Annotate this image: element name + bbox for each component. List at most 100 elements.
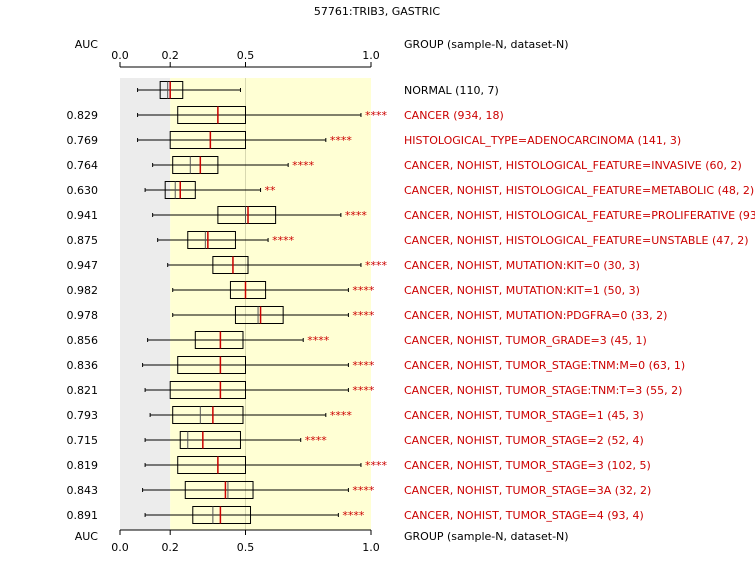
box-row: 0.978 **** CANCER, NOHIST, MUTATION:PDGFRA…: [67, 306, 667, 324]
auc-value: 0.978: [67, 309, 99, 322]
box-row: NORMAL (110, 7): [137, 81, 499, 99]
group-label: CANCER, NOHIST, HISTOLOGICAL_FEATURE=PRO…: [404, 209, 755, 222]
auc-value: 0.821: [67, 384, 99, 397]
auc-value: 0.793: [67, 409, 99, 422]
iqr-box: [212, 256, 249, 274]
group-label: CANCER, NOHIST, TUMOR_STAGE=2 (52, 4): [404, 434, 644, 447]
significance-stars: ****: [330, 409, 353, 422]
significance-stars: ****: [352, 484, 375, 497]
significance-stars: ****: [352, 309, 375, 322]
iqr-box: [177, 356, 246, 374]
shaded-band-0: [120, 78, 171, 530]
auc-value: 0.715: [67, 434, 99, 447]
significance-stars: ****: [365, 259, 388, 272]
group-label: CANCER, NOHIST, TUMOR_STAGE=4 (93, 4): [404, 509, 644, 522]
significance-stars: ****: [272, 234, 295, 247]
box-row: 0.793 **** CANCER, NOHIST, TUMOR_STAGE=1 (…: [67, 406, 644, 424]
box-row: 0.819 **** CANCER, NOHIST, TUMOR_STAGE=3 (…: [67, 456, 651, 474]
group-header-bottom: GROUP (sample-N, dataset-N): [404, 530, 569, 543]
box-row: 0.829 **** CANCER (934, 18): [67, 106, 504, 124]
group-label: CANCER, NOHIST, MUTATION:PDGFRA=0 (33, 2…: [404, 309, 667, 322]
box-row: 0.856 **** CANCER, NOHIST, TUMOR_GRADE=3 (…: [67, 331, 647, 349]
iqr-box: [192, 506, 252, 524]
box-row: 0.821 **** CANCER, NOHIST, TUMOR_STAGE:TNM…: [67, 381, 682, 399]
auc-value: 0.819: [67, 459, 99, 472]
x-axis-bottom: 0.0 0.2 0.5 1.0: [111, 529, 380, 554]
iqr-box: [172, 156, 219, 174]
box-row: 0.891 **** CANCER, NOHIST, TUMOR_STAGE=4 (…: [67, 506, 644, 524]
iqr-box: [187, 231, 236, 249]
auc-value: 0.941: [67, 209, 99, 222]
auc-header-top: AUC: [75, 38, 99, 51]
significance-stars: ****: [342, 509, 365, 522]
bottom-tick-label-0: 0.0: [111, 541, 129, 554]
iqr-box: [169, 381, 246, 399]
group-label: CANCER, NOHIST, TUMOR_STAGE=1 (45, 3): [404, 409, 644, 422]
group-label: CANCER, NOHIST, MUTATION:KIT=1 (50, 3): [404, 284, 640, 297]
shaded-band-1: [170, 78, 371, 530]
significance-stars: ****: [352, 284, 375, 297]
top-tick-label-0: 0.0: [111, 49, 129, 62]
iqr-box: [179, 431, 241, 449]
group-label: CANCER, NOHIST, HISTOLOGICAL_FEATURE=INV…: [404, 159, 742, 172]
iqr-box: [172, 406, 244, 424]
box-row: 0.836 **** CANCER, NOHIST, TUMOR_STAGE:TNM…: [67, 356, 685, 374]
significance-stars: ****: [305, 434, 328, 447]
significance-stars: ****: [345, 209, 368, 222]
iqr-box: [194, 331, 244, 349]
auc-value: 0.875: [67, 234, 99, 247]
iqr-box: [217, 206, 277, 224]
significance-stars: ****: [365, 459, 388, 472]
auc-value: 0.843: [67, 484, 99, 497]
x-axis-top: 0.0 0.2 0.5 1.0: [111, 49, 380, 68]
chart-title: 57761:TRIB3, GASTRIC: [314, 5, 440, 18]
group-label: CANCER, NOHIST, TUMOR_STAGE:TNM:T=3 (55,…: [404, 384, 682, 397]
auc-value: 0.947: [67, 259, 99, 272]
box-row: 0.630 ** CANCER, NOHIST, HISTOLOGICAL_FEAT…: [67, 181, 754, 199]
significance-stars: ****: [352, 384, 375, 397]
group-label: CANCER, NOHIST, TUMOR_STAGE=3 (102, 5): [404, 459, 651, 472]
top-tick-label-2: 0.5: [237, 49, 255, 62]
iqr-box: [229, 281, 267, 299]
significance-stars: ****: [365, 109, 388, 122]
auc-header-bottom: AUC: [75, 530, 99, 543]
box-row: 0.843 **** CANCER, NOHIST, TUMOR_STAGE=3A …: [67, 481, 651, 499]
box-row: 0.764 **** CANCER, NOHIST, HISTOLOGICAL_FE…: [67, 156, 742, 174]
group-label: HISTOLOGICAL_TYPE=ADENOCARCINOMA (141, 3…: [404, 134, 681, 147]
significance-stars: ****: [307, 334, 330, 347]
group-header-top: GROUP (sample-N, dataset-N): [404, 38, 569, 51]
box-rows: NORMAL (110, 7) 0.829 **** CANCER (934, 18)…: [67, 81, 755, 524]
significance-stars: ****: [330, 134, 353, 147]
iqr-box: [184, 481, 254, 499]
iqr-box: [177, 456, 246, 474]
box-row: 0.941 **** CANCER, NOHIST, HISTOLOGICAL_FE…: [67, 206, 755, 224]
group-label: CANCER, NOHIST, TUMOR_STAGE:TNM:M=0 (63,…: [404, 359, 685, 372]
box-row: 0.769 **** HISTOLOGICAL_TYPE=ADENOCARCINOM…: [67, 131, 681, 149]
bottom-tick-label-2: 0.5: [237, 541, 255, 554]
auc-value: 0.982: [67, 284, 99, 297]
auc-value: 0.829: [67, 109, 99, 122]
group-label: CANCER, NOHIST, TUMOR_STAGE=3A (32, 2): [404, 484, 651, 497]
group-label: CANCER, NOHIST, HISTOLOGICAL_FEATURE=UNS…: [404, 234, 749, 247]
significance-stars: ****: [352, 359, 375, 372]
top-tick-label-3: 1.0: [362, 49, 380, 62]
iqr-box: [159, 81, 184, 99]
group-label: CANCER, NOHIST, HISTOLOGICAL_FEATURE=MET…: [404, 184, 754, 197]
box-row: 0.715 **** CANCER, NOHIST, TUMOR_STAGE=2 (…: [67, 431, 644, 449]
iqr-box: [234, 306, 284, 324]
auc-value: 0.836: [67, 359, 99, 372]
background-bands: [120, 78, 371, 530]
auc-value: 0.769: [67, 134, 99, 147]
box-row: 0.982 **** CANCER, NOHIST, MUTATION:KIT=1 …: [67, 281, 640, 299]
bottom-tick-label-1: 0.2: [161, 541, 179, 554]
iqr-box: [177, 106, 246, 124]
auc-value: 0.856: [67, 334, 99, 347]
auc-value: 0.764: [67, 159, 99, 172]
box-row: 0.947 **** CANCER, NOHIST, MUTATION:KIT=0 …: [67, 256, 640, 274]
group-label: CANCER, NOHIST, TUMOR_GRADE=3 (45, 1): [404, 334, 647, 347]
significance-stars: ****: [292, 159, 315, 172]
group-label: NORMAL (110, 7): [404, 84, 499, 97]
auc-value: 0.630: [67, 184, 99, 197]
iqr-box: [169, 131, 246, 149]
